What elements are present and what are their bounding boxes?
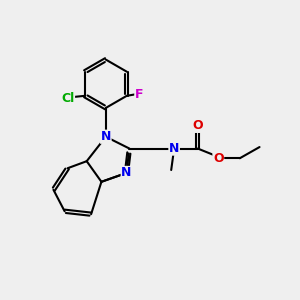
Text: N: N — [121, 167, 132, 179]
Text: O: O — [192, 119, 203, 132]
Text: N: N — [169, 142, 179, 155]
Text: O: O — [213, 152, 224, 165]
Text: F: F — [135, 88, 143, 101]
Text: Cl: Cl — [61, 92, 74, 105]
Text: N: N — [100, 130, 111, 143]
